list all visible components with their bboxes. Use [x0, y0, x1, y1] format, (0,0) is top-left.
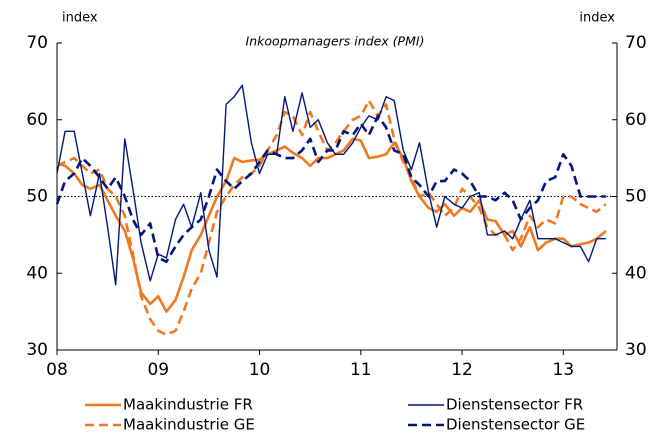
y-tick-label: 70 — [26, 33, 48, 53]
y2-tick-label: 50 — [625, 187, 647, 207]
series-line — [55, 114, 606, 263]
x-tick-label: 09 — [147, 360, 169, 380]
legend-label: Dienstensector GE — [446, 416, 585, 434]
y-tick-label: 50 — [26, 187, 48, 207]
series-line — [56, 99, 607, 336]
x-tick-label: 08 — [46, 360, 68, 380]
x-tick-label: 12 — [451, 360, 473, 380]
y2-tick-label: 40 — [625, 263, 647, 283]
y2-tick-label: 70 — [625, 33, 647, 53]
legend-label: Maakindustrie FR — [123, 396, 253, 414]
y2-axis-label: index — [579, 11, 615, 26]
y-axis-label: index — [62, 11, 98, 26]
legend-label: Maakindustrie GE — [123, 416, 255, 434]
legend-label: Dienstensector FR — [446, 396, 583, 414]
series-line — [56, 84, 606, 286]
chart-title: Inkoopmanagers index (PMI) — [246, 34, 425, 49]
series-line — [56, 137, 607, 313]
y2-tick-label: 30 — [625, 340, 647, 360]
y-tick-label: 30 — [26, 340, 48, 360]
x-tick-label: 13 — [553, 360, 575, 380]
y2-tick-label: 60 — [625, 110, 647, 130]
x-tick-label: 11 — [350, 360, 372, 380]
y-tick-label: 60 — [26, 110, 48, 130]
y-tick-label: 40 — [26, 263, 48, 283]
x-tick-label: 10 — [249, 360, 271, 380]
